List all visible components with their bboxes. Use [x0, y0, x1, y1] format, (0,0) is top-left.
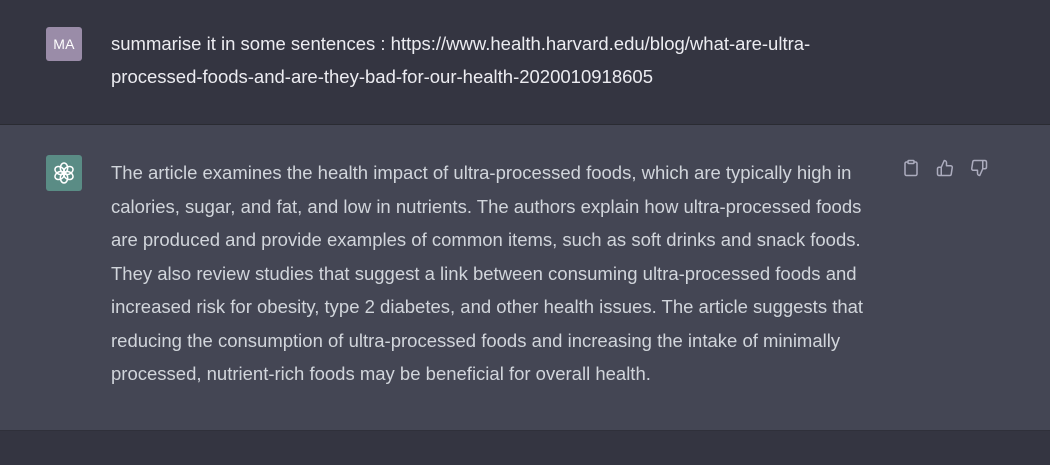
user-message-row: MA summarise it in some sentences : http…: [0, 0, 1050, 125]
user-message-text: summarise it in some sentences : https:/…: [111, 33, 811, 87]
assistant-avatar: [46, 155, 82, 191]
thumbs-down-icon: [971, 159, 988, 177]
user-avatar: MA: [46, 27, 82, 61]
message-actions: [900, 157, 990, 179]
bottom-strip: [0, 431, 1050, 465]
thumbs-down-button[interactable]: [968, 157, 990, 179]
user-avatar-initials: MA: [53, 36, 75, 52]
clipboard-icon: [904, 159, 918, 177]
copy-button[interactable]: [900, 157, 922, 179]
thumbs-up-button[interactable]: [934, 157, 956, 179]
thumbs-up-icon: [936, 159, 953, 177]
openai-logo-icon: [54, 162, 74, 184]
assistant-message-text: The article examines the health impact o…: [111, 162, 864, 384]
assistant-message-row: The article examines the health impact o…: [0, 125, 1050, 431]
